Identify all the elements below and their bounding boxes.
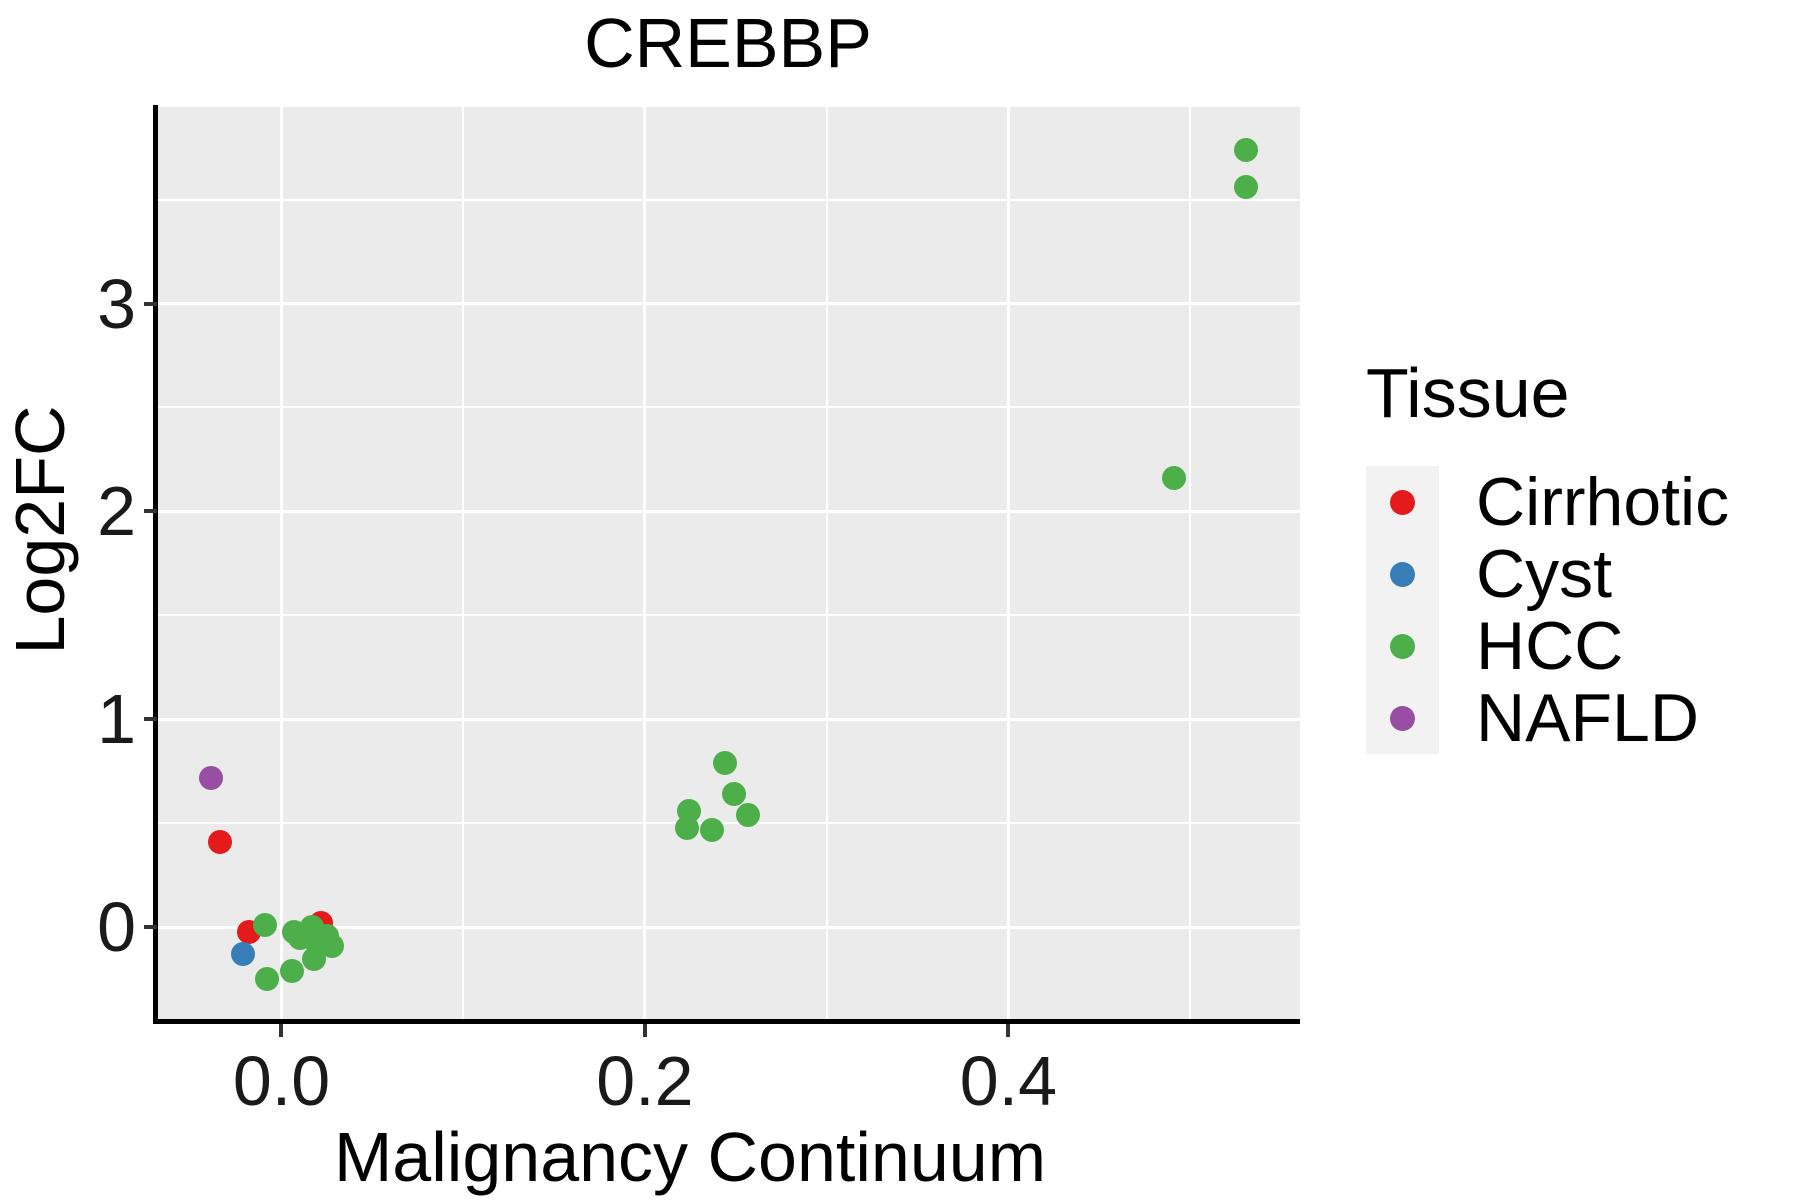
y-tick-mark xyxy=(144,301,157,306)
legend-item-label: HCC xyxy=(1476,608,1624,684)
data-point-hcc xyxy=(721,782,746,807)
data-point-hcc xyxy=(253,913,278,938)
x-major-gridline xyxy=(1006,107,1010,1022)
y-minor-gridline xyxy=(157,822,1300,825)
data-point-hcc xyxy=(302,946,327,971)
data-point-cirrhotic xyxy=(207,830,232,855)
data-point-nafld xyxy=(198,765,223,790)
legend-item-label: Cyst xyxy=(1476,536,1612,612)
legend-key xyxy=(1366,466,1439,538)
data-point-hcc xyxy=(674,815,699,840)
data-point-hcc xyxy=(700,817,725,842)
y-major-gridline xyxy=(157,302,1300,306)
y-minor-gridline xyxy=(157,406,1300,409)
x-axis-line xyxy=(153,1019,1300,1024)
data-point-hcc xyxy=(1234,137,1259,162)
x-minor-gridline xyxy=(1189,107,1192,1022)
data-point-hcc xyxy=(254,967,279,992)
data-point-hcc xyxy=(712,751,737,776)
legend-item-hcc: HCC xyxy=(1366,610,1729,682)
legend-dot-icon xyxy=(1390,633,1415,659)
data-point-cyst xyxy=(231,942,256,967)
y-major-gridline xyxy=(157,925,1300,929)
legend-item-cyst: Cyst xyxy=(1366,538,1729,610)
y-minor-gridline xyxy=(157,198,1300,201)
legend-dot-icon xyxy=(1390,489,1415,515)
legend-item-nafld: NAFLD xyxy=(1366,682,1729,754)
chart-title: CREBBP xyxy=(584,4,872,82)
y-tick-mark xyxy=(144,717,157,722)
legend-item-label: Cirrhotic xyxy=(1476,464,1730,540)
legend-dot-icon xyxy=(1390,561,1415,587)
x-tick-label: 0.4 xyxy=(959,1042,1057,1120)
data-point-hcc xyxy=(1234,175,1259,200)
y-tick-mark xyxy=(144,509,157,514)
legend: Tissue Cirrhotic Cyst HCC NAFLD xyxy=(1366,356,1729,754)
x-tick-label: 0.0 xyxy=(232,1042,331,1120)
y-axis-label: Log2FC xyxy=(1,405,79,655)
x-tick-label: 0.2 xyxy=(596,1042,694,1120)
y-axis-line xyxy=(153,105,158,1024)
y-tick-mark xyxy=(144,925,157,930)
legend-item-label: NAFLD xyxy=(1476,680,1699,756)
y-minor-gridline xyxy=(157,614,1300,617)
x-tick-mark xyxy=(642,1024,647,1037)
x-major-gridline xyxy=(643,107,647,1022)
y-tick-label: 3 xyxy=(97,264,136,343)
legend-key xyxy=(1366,682,1439,754)
y-tick-label: 2 xyxy=(97,472,136,551)
x-axis-label: Malignancy Continuum xyxy=(333,1118,1047,1196)
legend-dot-icon xyxy=(1390,705,1415,731)
data-point-hcc xyxy=(1161,466,1186,491)
x-minor-gridline xyxy=(462,107,465,1022)
y-tick-label: 1 xyxy=(97,680,136,759)
legend-key xyxy=(1366,610,1439,682)
x-major-gridline xyxy=(279,107,283,1022)
y-major-gridline xyxy=(157,717,1300,721)
legend-key xyxy=(1366,538,1439,610)
y-major-gridline xyxy=(157,509,1300,513)
legend-item-cirrhotic: Cirrhotic xyxy=(1366,466,1729,538)
x-minor-gridline xyxy=(825,107,828,1022)
y-tick-label: 0 xyxy=(97,888,136,967)
legend-title: Tissue xyxy=(1366,354,1570,432)
data-point-hcc xyxy=(736,803,761,828)
legend-items: Cirrhotic Cyst HCC NAFLD xyxy=(1366,466,1729,754)
data-point-hcc xyxy=(280,959,305,984)
plot-panel xyxy=(157,107,1300,1022)
x-tick-mark xyxy=(1006,1024,1011,1037)
x-tick-mark xyxy=(279,1024,284,1037)
